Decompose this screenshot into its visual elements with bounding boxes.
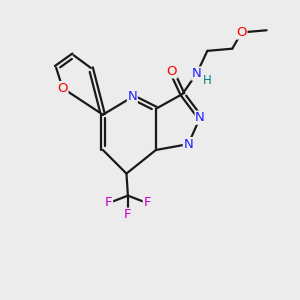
Text: N: N	[183, 138, 193, 151]
Text: O: O	[236, 26, 247, 39]
Text: N: N	[195, 111, 205, 124]
Text: N: N	[128, 91, 137, 103]
Text: N: N	[192, 67, 202, 80]
Text: F: F	[105, 196, 112, 209]
Text: H: H	[203, 74, 212, 87]
Text: O: O	[167, 65, 177, 78]
Text: O: O	[57, 82, 68, 94]
Text: F: F	[143, 196, 151, 209]
Text: F: F	[124, 208, 132, 221]
